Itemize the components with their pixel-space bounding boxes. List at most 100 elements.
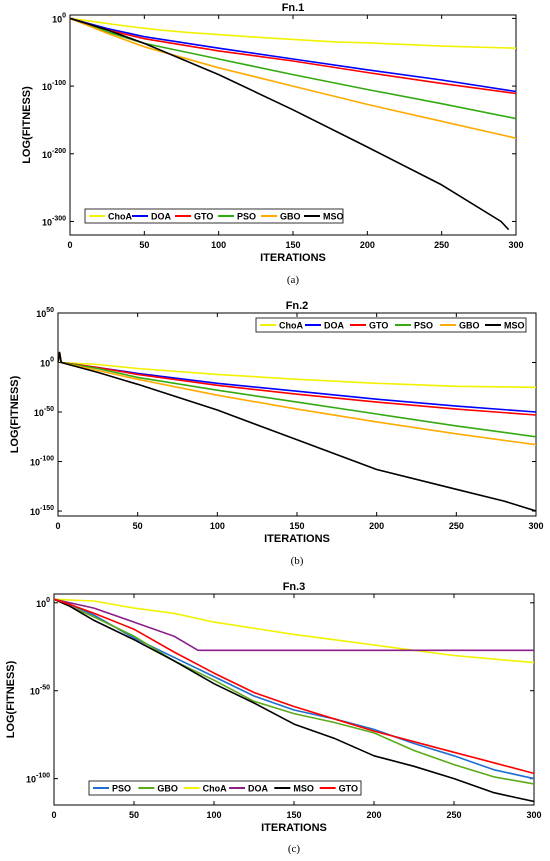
legend-label-pso: PSO [414, 321, 433, 331]
y-tick-label: 10-150 [30, 505, 54, 517]
y-tick-base: 10 [30, 458, 40, 468]
y-tick-exponent: -300 [52, 215, 66, 222]
y-tick-base: 10 [30, 507, 40, 517]
y-tick-base: 10 [34, 408, 44, 418]
x-tick-label: 300 [528, 521, 543, 531]
y-tick-label: 1050 [36, 307, 54, 319]
series-line-gbo [54, 598, 534, 785]
y-tick-base: 10 [42, 217, 52, 227]
chart-1: Fn.10 50 100 150 200 250 30010010-10010-20010-… [21, 2, 524, 286]
y-tick-label: 10-200 [42, 148, 66, 160]
series-line-gto [54, 598, 534, 775]
x-tick-label: 250 [449, 521, 464, 531]
series-line-mso [58, 351, 536, 512]
y-tick-base: 10 [40, 359, 50, 369]
series-line-mso [70, 17, 510, 231]
legend: ChoA DOA GTO PSO GBO MSO [255, 317, 527, 333]
figure-caption: (c) [288, 843, 301, 855]
y-tick-exponent: 0 [46, 597, 50, 604]
series-group [58, 351, 536, 512]
x-tick-label: 0 [51, 810, 56, 820]
x-tick-label: 50 [133, 521, 143, 531]
legend-label-gbo: GBO [157, 784, 178, 794]
x-tick-label: 100 [211, 240, 226, 250]
legend-label-doa: DOA [324, 321, 345, 331]
y-tick-label: 100 [36, 597, 50, 609]
series-line-doa [70, 17, 516, 93]
series-line-choa [70, 17, 516, 49]
legend-label-mso: MSO [293, 784, 314, 794]
chart-3: Fn.30 50 100 150 200 250 30010010-5010-100ITER… [5, 581, 542, 855]
plot-frame [69, 14, 517, 236]
y-tick-base: 10 [26, 775, 36, 785]
y-tick-label: 10-50 [30, 685, 50, 697]
y-tick-exponent: 0 [50, 357, 54, 364]
x-tick-label: 0 [55, 521, 60, 531]
legend-label-choa: ChoA [203, 784, 227, 794]
y-tick-label: 10-100 [26, 773, 50, 785]
legend-box [88, 780, 362, 796]
x-tick-label: 300 [526, 810, 541, 820]
legend-label-gto: GTO [369, 321, 388, 331]
x-tick-label: 300 [508, 240, 523, 250]
x-tick-label: 200 [366, 810, 381, 820]
x-tick-label: 0 [67, 240, 72, 250]
y-tick-exponent: -100 [40, 456, 54, 463]
series-line-choa [54, 598, 534, 664]
x-tick-label: 200 [360, 240, 375, 250]
y-tick-base: 10 [42, 150, 52, 160]
x-tick-label: 100 [210, 521, 225, 531]
legend-label-doa: DOA [248, 784, 269, 794]
y-tick-exponent: 0 [62, 12, 66, 19]
figure-caption: (b) [291, 555, 304, 567]
y-tick-label: 10-50 [34, 406, 54, 418]
legend-label-doa: DOA [151, 212, 172, 222]
y-tick-label: 100 [52, 12, 66, 24]
legend-label-gto: GTO [339, 784, 358, 794]
y-tick-base: 10 [42, 82, 52, 92]
y-tick-exponent: -50 [40, 685, 50, 692]
chart-title: Fn.3 [283, 581, 306, 593]
series-line-pso [70, 17, 516, 120]
legend-label-mso: MSO [504, 321, 525, 331]
series-group [70, 17, 516, 231]
legend-box [255, 317, 527, 333]
y-tick-exponent: -50 [44, 406, 54, 413]
series-line-pso [54, 598, 534, 780]
x-tick-label: 50 [129, 810, 139, 820]
x-axis-label: ITERATIONS [264, 533, 330, 545]
y-tick-base: 10 [36, 599, 46, 609]
series-line-doa [54, 598, 534, 652]
x-tick-label: 200 [369, 521, 384, 531]
y-tick-base: 10 [36, 309, 46, 319]
y-tick-exponent: -100 [36, 773, 50, 780]
x-axis-label: ITERATIONS [260, 252, 326, 264]
legend-label-choa: ChoA [279, 321, 303, 331]
chart-2: Fn.20 50 100 150 200 250 300105010010-5010-100… [9, 300, 544, 567]
plot-frame [57, 312, 537, 517]
x-axis-label: ITERATIONS [261, 822, 327, 834]
y-axis-label: LOG(FITNESS) [5, 660, 17, 738]
legend-label-gbo: GBO [459, 321, 480, 331]
x-tick-label: 150 [285, 240, 300, 250]
series-line-mso [54, 598, 534, 803]
y-tick-exponent: -200 [52, 148, 66, 155]
legend-label-choa: ChoA [108, 212, 132, 222]
chart-title: Fn.2 [286, 300, 309, 312]
series-group [54, 598, 534, 803]
y-tick-base: 10 [52, 14, 62, 24]
x-tick-label: 100 [206, 810, 221, 820]
legend: ChoA DOA GTO PSO GBO MSO [84, 208, 344, 224]
legend: PSO GBO ChoA DOA MSO GTO [88, 780, 362, 796]
legend-label-mso: MSO [323, 212, 344, 222]
x-tick-label: 150 [286, 810, 301, 820]
figure-caption: (a) [287, 274, 300, 286]
y-tick-base: 10 [30, 687, 40, 697]
x-tick-label: 250 [446, 810, 461, 820]
series-line-gbo [70, 17, 516, 139]
y-tick-label: 100 [40, 357, 54, 369]
y-axis-label: LOG(FITNESS) [21, 86, 33, 164]
legend-label-gto: GTO [194, 212, 213, 222]
y-tick-label: 10-300 [42, 215, 66, 227]
